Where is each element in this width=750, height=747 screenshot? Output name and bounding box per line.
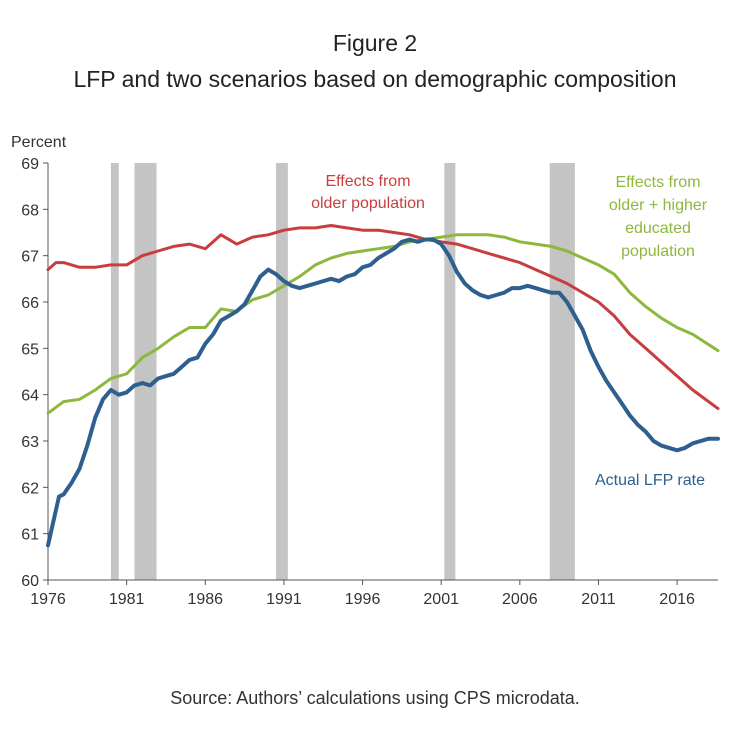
- annotation-line: population: [621, 243, 695, 260]
- y-tick-label: 63: [21, 434, 39, 451]
- annotation-line: older + higher: [609, 197, 708, 214]
- series-line-blue: [46, 237, 720, 548]
- annotation-blue: Actual LFP rate: [595, 472, 705, 489]
- x-tick-label: 1986: [187, 591, 223, 608]
- y-tick-label: 60: [21, 573, 39, 590]
- x-tick-label: 2006: [502, 591, 538, 608]
- annotation-line: Effects from: [325, 173, 410, 190]
- y-axis-label: Percent: [11, 134, 67, 151]
- series-lines: [46, 224, 720, 548]
- annotation-line: educated: [625, 220, 691, 237]
- line-chart: 60 61 62 63 64 65 66 67 68 69 1976 1981 1986 1991 1996…: [11, 134, 720, 608]
- x-tick-label: 2001: [423, 591, 459, 608]
- y-tick-label: 68: [21, 202, 39, 219]
- y-tick-label: 69: [21, 156, 39, 173]
- annotation-line: older population: [311, 195, 425, 212]
- annotation-green: Effects from older + higher educated popula…: [609, 174, 708, 260]
- annotation-red: Effects from older population: [311, 173, 425, 212]
- x-tick-label: 1976: [30, 591, 66, 608]
- series-line-red: [46, 224, 720, 411]
- x-tick-label: 1981: [109, 591, 145, 608]
- chart-title: LFP and two scenarios based on demograph…: [73, 66, 677, 92]
- recession-band-2: [276, 163, 288, 580]
- y-tick-label: 67: [21, 249, 39, 266]
- recession-bands: [110, 163, 575, 580]
- x-tick-label: 1991: [266, 591, 302, 608]
- x-tick-label: 2016: [659, 591, 695, 608]
- y-tick-label: 64: [21, 388, 39, 405]
- y-tick-label: 66: [21, 295, 39, 312]
- x-tick-label: 2011: [581, 591, 616, 608]
- annotation-line: Actual LFP rate: [595, 472, 705, 489]
- y-tick-label: 61: [21, 527, 39, 544]
- recession-band-4: [549, 163, 575, 580]
- source-note: Source: Authors’ calculations using CPS …: [170, 688, 580, 708]
- recession-band-0: [110, 163, 119, 580]
- annotation-line: Effects from: [615, 174, 700, 191]
- x-tick-label: 1996: [345, 591, 381, 608]
- recession-band-3: [444, 163, 456, 580]
- recession-band-1: [134, 163, 157, 580]
- axes: 60 61 62 63 64 65 66 67 68 69 1976 1981 1986 1991 1996…: [21, 156, 718, 608]
- y-tick-label: 65: [21, 341, 39, 358]
- y-tick-label: 62: [21, 480, 39, 497]
- figure-label: Figure 2: [332, 30, 418, 56]
- series-line-green: [46, 233, 720, 415]
